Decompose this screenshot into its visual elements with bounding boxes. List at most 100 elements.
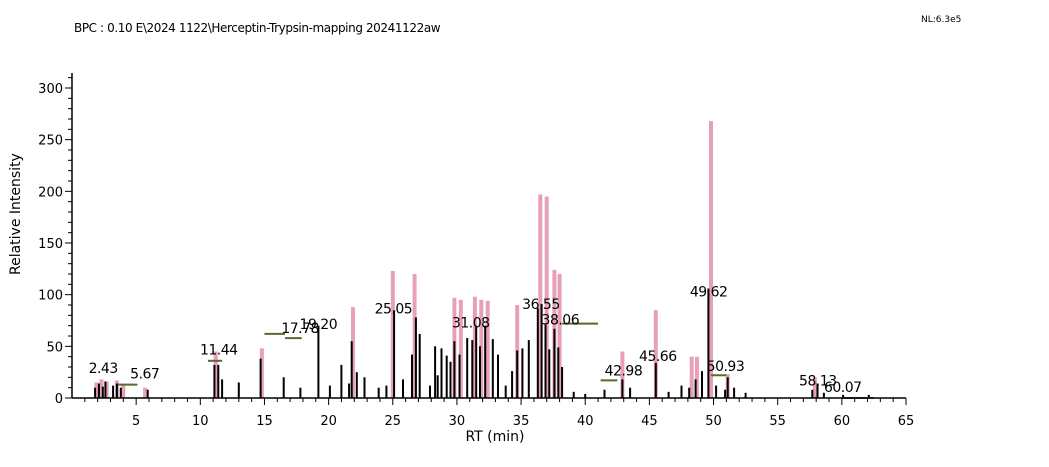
black-peak-bar [511, 371, 514, 398]
black-peak-bar [340, 364, 343, 398]
y-tick-label: 200 [38, 185, 63, 200]
black-peak-bar [328, 385, 331, 398]
black-peak-bar [521, 348, 524, 398]
black-peak-bar [299, 387, 302, 398]
axes-layer [71, 73, 906, 399]
peak-label: 49.62 [690, 285, 728, 301]
pink-peak-bar [458, 299, 463, 398]
black-peak-bar [540, 304, 543, 398]
x-tick-label: 5 [132, 414, 140, 429]
black-peak-bar [694, 379, 697, 398]
black-peak-bar [744, 392, 747, 398]
black-peak-bar [667, 391, 670, 398]
black-peak-bar [536, 308, 539, 398]
black-peak-bar [282, 377, 285, 398]
black-peak-bar [621, 379, 624, 398]
x-tick-label: 10 [192, 414, 209, 429]
x-tick-label: 45 [641, 414, 658, 429]
pink-peak-bar [479, 299, 484, 398]
x-tick-label: 60 [834, 414, 851, 429]
black-peak-bar [504, 385, 507, 398]
pink-peak-bar [620, 351, 625, 398]
y-tick-label: 100 [38, 289, 63, 304]
peak-label: 58.13 [799, 374, 837, 390]
black-peak-bar [449, 361, 452, 398]
pink-peak-bar [544, 196, 549, 398]
black-peak-bar [811, 389, 814, 398]
black-peak-bar [377, 387, 380, 398]
ticks-layer: 5 10 15 20 25 30 35 40 45 50 55 60 65 0 50 100 150 200 250… [38, 77, 915, 429]
black-peak-bar [348, 383, 351, 398]
black-peak-bar [97, 383, 100, 398]
peak-label: 50.93 [707, 359, 745, 375]
black-peak-bar [237, 382, 240, 398]
peak-label: 11.44 [200, 343, 238, 359]
x-tick-label: 20 [320, 414, 337, 429]
black-peak-bar [701, 371, 703, 398]
pink-peak-bar [472, 296, 477, 398]
peak-label: 25.05 [375, 301, 413, 317]
y-tick-label: 300 [38, 82, 63, 97]
x-tick-label: 25 [384, 414, 401, 429]
black-peak-bar [479, 346, 481, 398]
black-peak-bar [453, 341, 456, 398]
normalization-level: NL:6.3e5 [921, 15, 962, 25]
pink-peak-bar [557, 274, 562, 398]
pink-peak-bar [259, 348, 264, 398]
black-peak-bar [350, 341, 353, 398]
baseline-layer [118, 322, 874, 399]
black-peak-bar [115, 383, 118, 398]
black-peak-bar [217, 364, 220, 398]
black-peak-bar [842, 394, 845, 398]
black-peak-bar [527, 340, 530, 398]
x-tick-label: 65 [898, 414, 915, 429]
black-peak-bar [603, 389, 606, 398]
black-peak-bar [436, 375, 439, 398]
y-axis-label: Relative Intensity [8, 153, 24, 275]
black-peak-bar [822, 392, 825, 398]
black-peak-bar [680, 385, 683, 398]
y-tick-label: 150 [38, 237, 63, 252]
black-peak-bar [497, 354, 499, 398]
black-peak-bar [385, 385, 388, 398]
peak-label: 17.78 [281, 321, 319, 337]
black-peak-bar [434, 346, 437, 398]
black-peak-bar [557, 347, 560, 398]
black-peak-bar [715, 385, 718, 398]
peak-label: 45.66 [639, 349, 677, 365]
black-peak-bar [414, 317, 417, 398]
black-peak-bar [516, 350, 519, 398]
y-tick-label: 50 [46, 340, 63, 355]
peak-label: 42.98 [605, 363, 643, 379]
black-peak-bar [418, 333, 421, 398]
chromatogram-header: BPC : 0.10 E\2024 1122\Herceptin-Trypsin… [74, 21, 441, 35]
black-peak-bar [733, 387, 736, 398]
peak-label: 19.20 [300, 317, 338, 333]
black-peak-bar [363, 377, 366, 398]
pink-peak-bar [143, 387, 148, 398]
black-peak-bar [458, 354, 461, 398]
x-axis-label: RT (min) [465, 429, 525, 445]
black-peak-bar [688, 387, 691, 398]
black-peak-bar [411, 354, 413, 398]
pink-peak-bar [412, 274, 417, 398]
black-peak-bar [402, 379, 404, 398]
black-peak-bar [317, 325, 320, 398]
black-peak-bar [429, 385, 431, 398]
black-peak-bar [355, 372, 358, 398]
black-peak-bar [259, 358, 262, 398]
black-peak-bar [572, 391, 575, 398]
pink-peak-bar [121, 383, 126, 398]
black-peak-bar [471, 340, 474, 398]
black-peak-bar [475, 325, 478, 398]
black-peak-bar [484, 325, 487, 398]
black-peak-bar [101, 386, 104, 398]
pink-peak-bar [351, 307, 355, 398]
black-peak-bar [553, 328, 556, 398]
x-tick-label: 40 [577, 414, 594, 429]
black-peak-bar [629, 387, 632, 398]
black-peak-bar [445, 355, 448, 398]
black-peak-bar [213, 364, 216, 398]
black-peak-bar [146, 389, 149, 398]
